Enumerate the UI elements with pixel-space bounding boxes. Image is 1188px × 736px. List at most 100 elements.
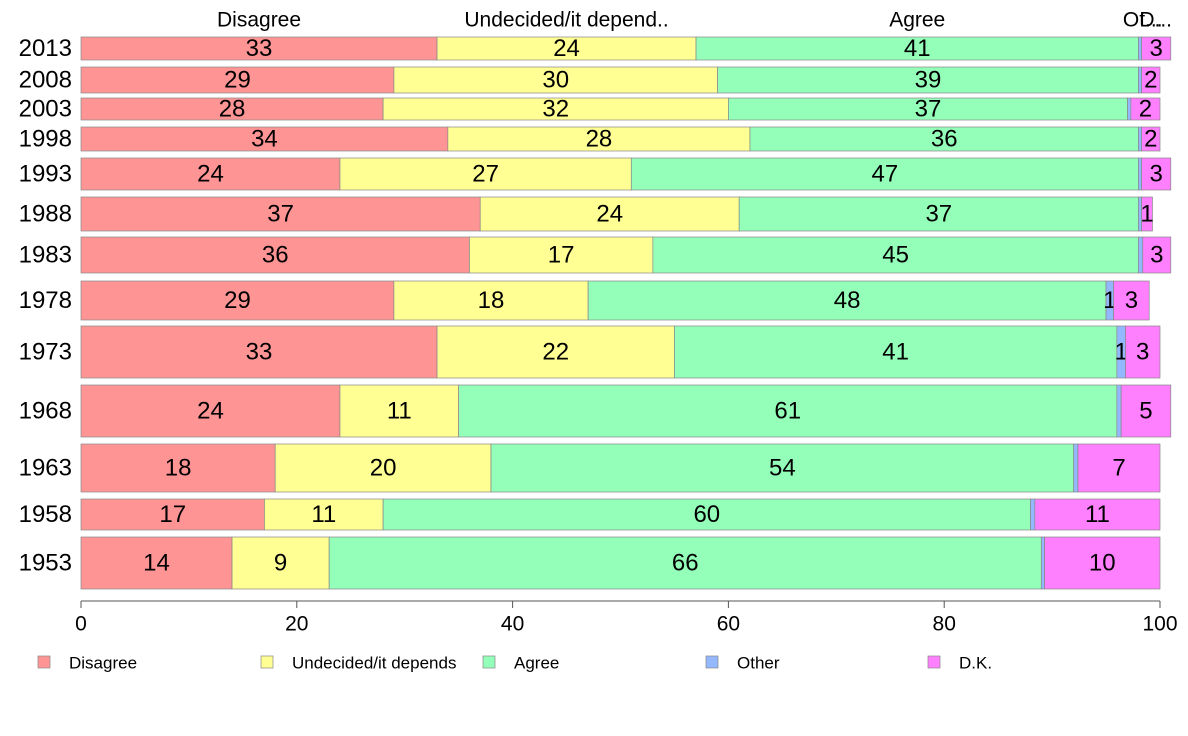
- category-label: 1993: [19, 161, 72, 188]
- bar-segment: [393, 280, 589, 321]
- bar-segment: [1113, 280, 1150, 321]
- bar-segment: [80, 280, 395, 321]
- bar-segment: [1130, 97, 1161, 121]
- data-label: 11: [311, 501, 336, 528]
- data-label: 17: [548, 242, 575, 269]
- bar-segment: [274, 443, 492, 493]
- data-label: 61: [774, 398, 801, 425]
- data-label: 37: [915, 96, 942, 123]
- data-label: 41: [882, 339, 909, 366]
- bar-segment: [80, 325, 438, 379]
- bar-segment: [1141, 66, 1161, 94]
- bar-segment: [479, 196, 740, 232]
- bar-segment: [1142, 236, 1172, 274]
- bar-segment: [749, 126, 1139, 152]
- bar-segment: [1141, 157, 1172, 191]
- data-label: 29: [224, 67, 251, 94]
- bar-segment: [1077, 443, 1161, 493]
- column-header: Agree: [889, 9, 945, 32]
- legend-label: Undecided/it depends: [292, 654, 456, 673]
- legend-swatch: [482, 655, 496, 669]
- bar-segment: [80, 66, 395, 94]
- category-label: 1968: [19, 398, 72, 425]
- legend-label: Disagree: [69, 654, 137, 673]
- data-label: 29: [224, 287, 251, 314]
- legend-label: D.K.: [959, 654, 992, 673]
- bar-segment: [652, 236, 1139, 274]
- data-label: 17: [159, 501, 186, 528]
- data-label: 18: [478, 287, 505, 314]
- category-label: 1978: [19, 287, 72, 314]
- data-label: 33: [246, 35, 273, 62]
- x-tick-label: 60: [717, 613, 740, 636]
- data-label: 7: [1112, 455, 1125, 482]
- data-label: 3: [1150, 161, 1163, 188]
- category-label: 2008: [19, 67, 72, 94]
- legend-swatch: [927, 655, 941, 669]
- data-label: 2: [1139, 96, 1152, 123]
- bar-segment: [1034, 498, 1161, 531]
- bar-segment: [328, 536, 1042, 590]
- data-label: 20: [370, 455, 397, 482]
- data-label: 36: [262, 242, 289, 269]
- data-label: 36: [931, 126, 958, 153]
- data-label: 18: [165, 455, 192, 482]
- data-label: 28: [219, 96, 246, 123]
- data-label: 24: [553, 35, 580, 62]
- data-label: 45: [882, 242, 909, 269]
- data-label: 3: [1150, 35, 1163, 62]
- legend: Disagree Undecided/it depends Agree Other D.…: [37, 654, 992, 673]
- x-tick-label: 100: [1142, 613, 1177, 636]
- bar-segment: [339, 384, 459, 438]
- data-label: 2: [1144, 126, 1157, 153]
- legend-label: Agree: [514, 654, 559, 673]
- bars-layer: 33 24 41 329 30 39 228 32 37 234 28 36 224 27 47 337 24 3…: [80, 35, 1172, 590]
- category-label: 1973: [19, 339, 72, 366]
- data-label: 41: [904, 35, 931, 62]
- bar-segment: [1030, 498, 1036, 531]
- bar-segment: [447, 126, 751, 152]
- bar-segment: [717, 66, 1139, 94]
- bar-segment: [436, 325, 675, 379]
- bar-segment: [1138, 236, 1144, 274]
- bar-segment: [1040, 536, 1045, 590]
- data-label: 37: [925, 201, 952, 228]
- data-label: 24: [197, 398, 224, 425]
- bar-segment: [393, 66, 718, 94]
- bar-segment: [339, 157, 632, 191]
- data-label: 3: [1150, 242, 1163, 269]
- bar-segment: [80, 157, 341, 191]
- x-tick-label: 20: [285, 613, 308, 636]
- data-label: 66: [672, 550, 699, 577]
- bar-segment: [80, 384, 341, 438]
- data-label: 2: [1144, 67, 1157, 94]
- data-label: 37: [267, 201, 294, 228]
- data-label: 32: [542, 96, 569, 123]
- data-label: 11: [1085, 501, 1110, 528]
- x-tick-label: 80: [933, 613, 956, 636]
- bar-segment: [1138, 157, 1143, 191]
- data-label: 34: [251, 126, 278, 153]
- data-label: 14: [143, 550, 170, 577]
- bar-segment: [1125, 325, 1161, 379]
- column-header: D...: [1139, 9, 1172, 32]
- category-label: 1983: [19, 242, 72, 269]
- data-label: 9: [274, 550, 287, 577]
- category-label: 1988: [19, 201, 72, 228]
- bar-segment: [80, 236, 470, 274]
- data-label: 24: [596, 201, 623, 228]
- legend-swatch: [37, 655, 51, 669]
- data-label: 22: [542, 339, 569, 366]
- data-label: 3: [1136, 339, 1149, 366]
- bar-segment: [738, 196, 1139, 232]
- data-label: 54: [769, 455, 796, 482]
- data-label: 33: [246, 339, 273, 366]
- category-label: 2013: [19, 35, 72, 62]
- category-label: 2003: [19, 96, 72, 123]
- data-label: 1: [1114, 339, 1127, 366]
- legend-swatch: [705, 655, 719, 669]
- bar-segment: [1138, 126, 1143, 152]
- category-label: 1998: [19, 126, 72, 153]
